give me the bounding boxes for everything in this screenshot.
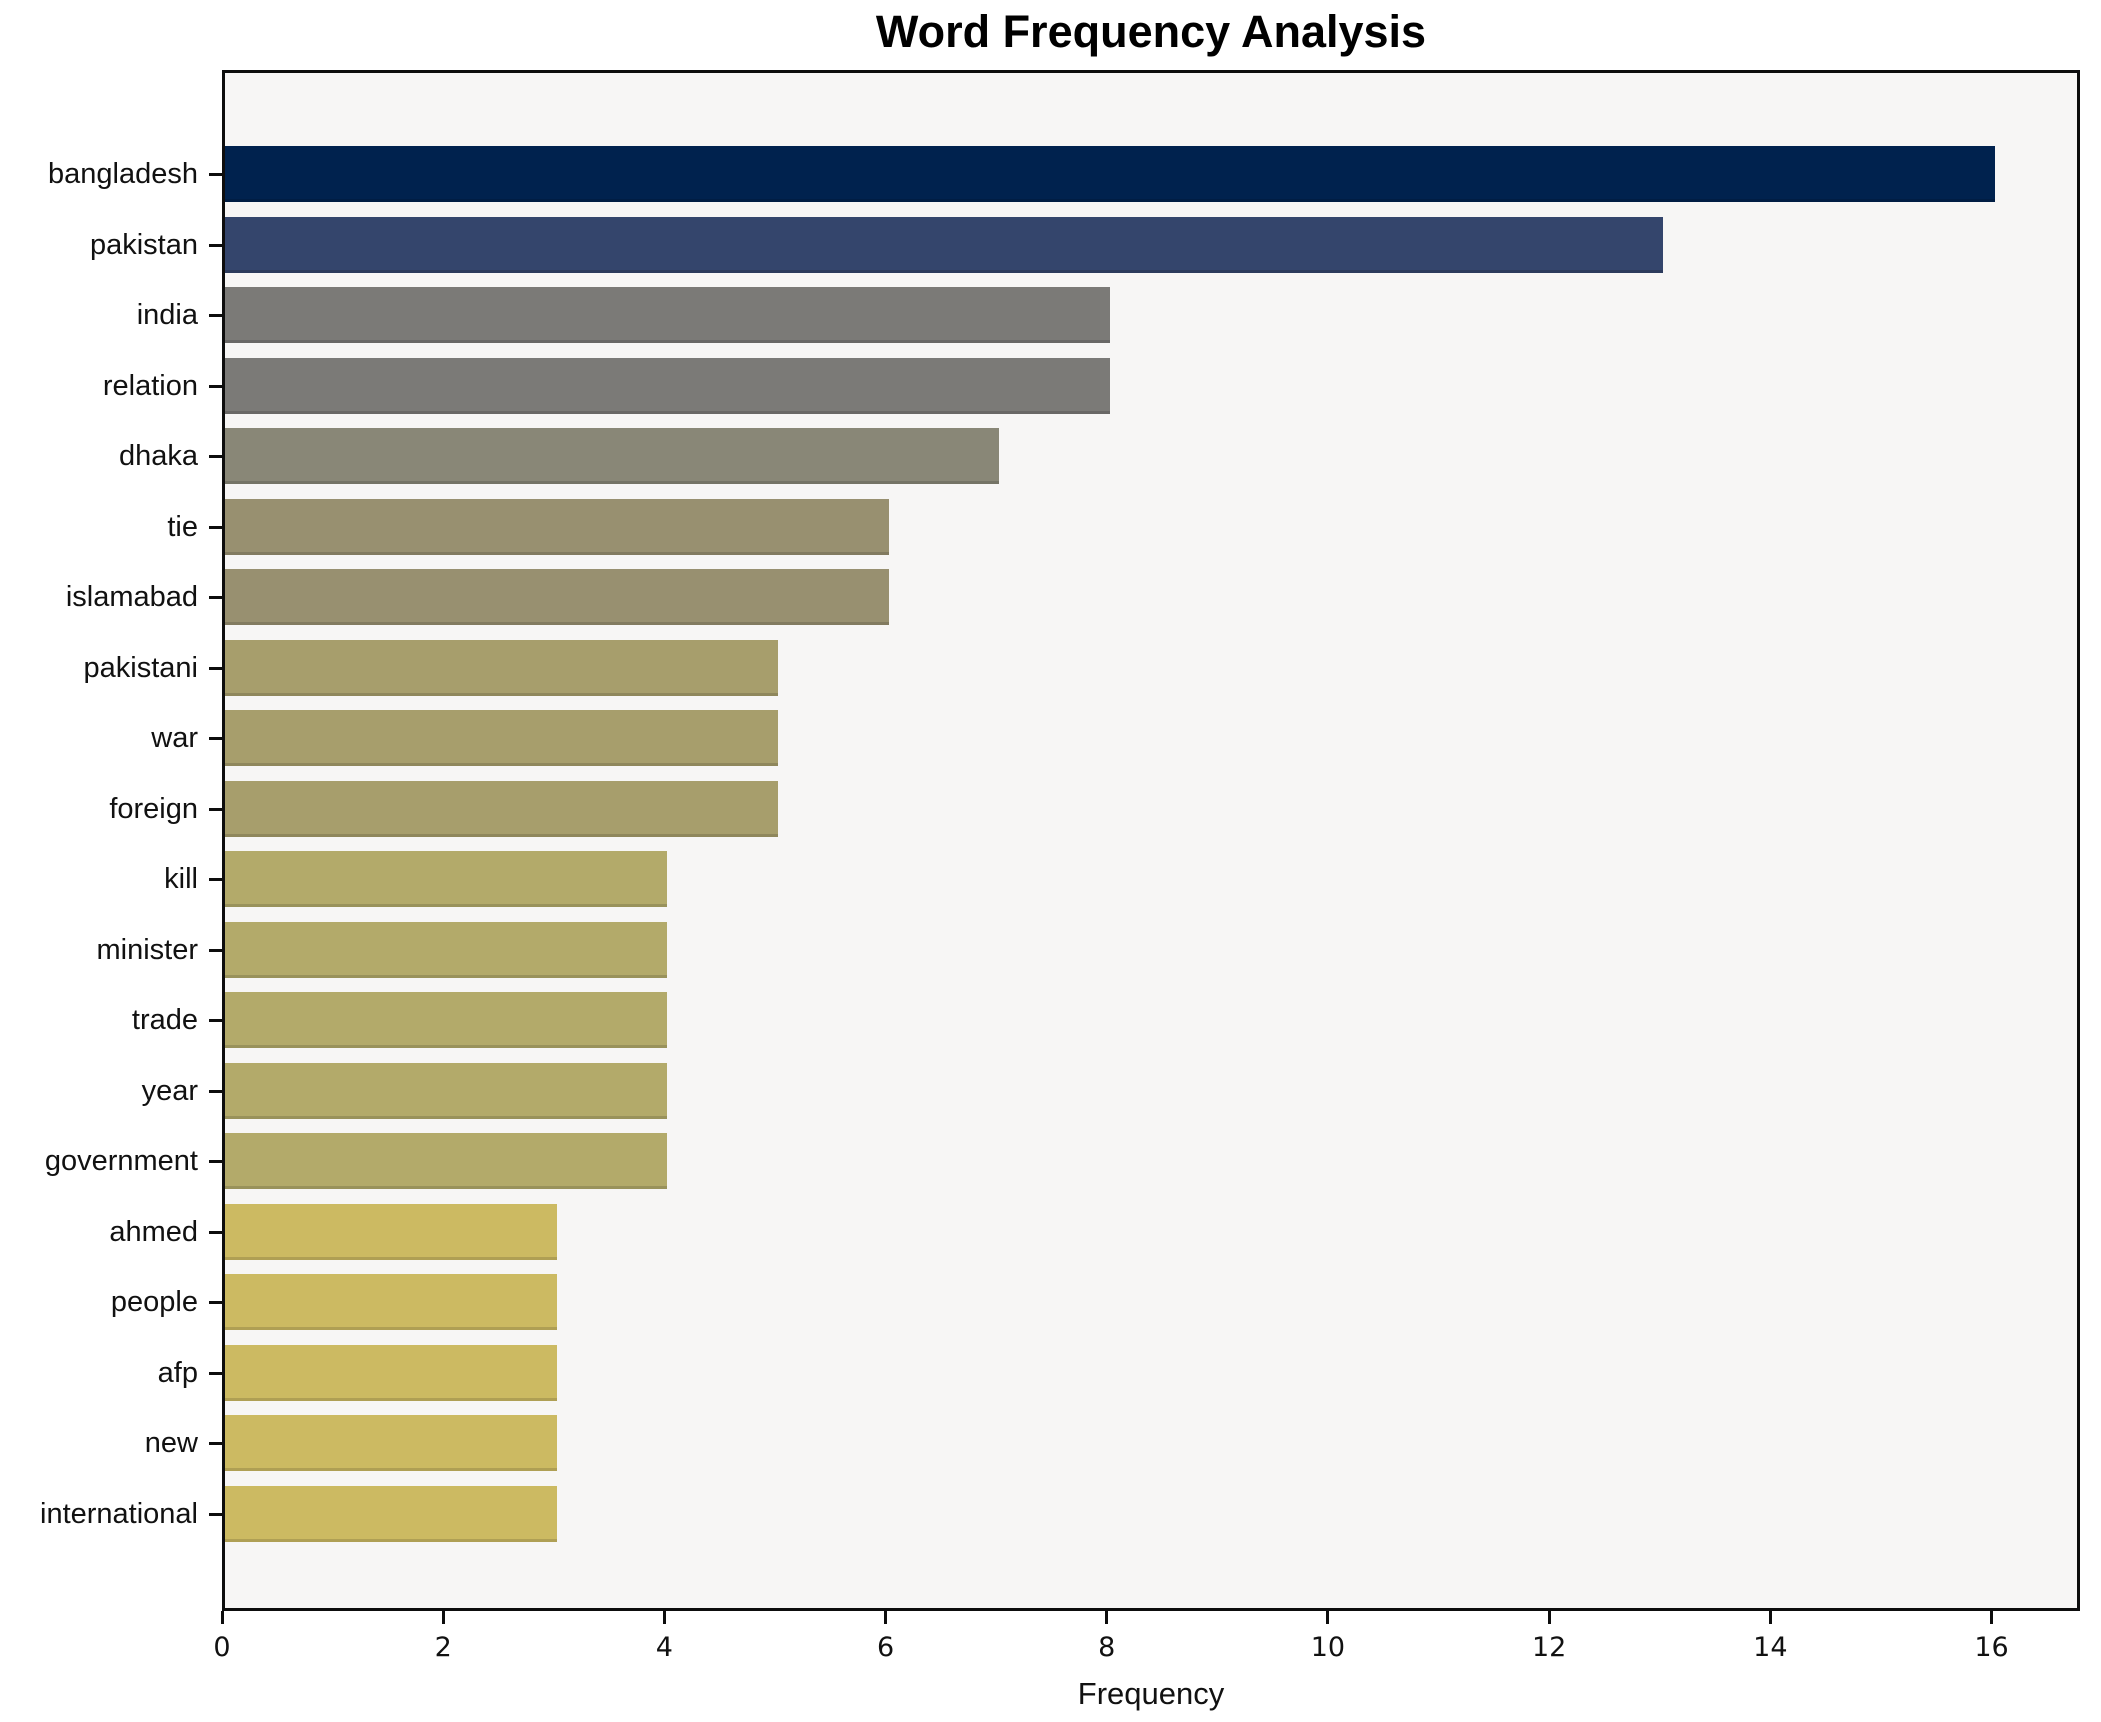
x-tick-mark — [884, 1611, 888, 1624]
y-tick-mark — [209, 737, 222, 740]
y-tick-label-war: war — [151, 722, 198, 754]
bar-afp — [225, 1344, 557, 1401]
x-tick-label-14: 14 — [1753, 1632, 1788, 1663]
y-tick-label-afp: afp — [157, 1356, 198, 1389]
bar-people — [225, 1274, 557, 1330]
bar-islamabad — [225, 569, 889, 625]
y-tick-mark — [209, 1512, 222, 1516]
y-tick-mark — [209, 243, 222, 247]
x-tick-mark — [662, 1611, 666, 1624]
y-tick-label-kill: kill — [164, 863, 198, 895]
bar-ahmed — [225, 1203, 557, 1260]
x-tick-mark — [441, 1611, 445, 1624]
bar-pakistani — [225, 639, 778, 696]
y-tick-mark — [209, 878, 222, 881]
x-tick-mark — [1990, 1611, 1994, 1624]
bar-kill — [225, 851, 668, 907]
bar-dhaka — [225, 428, 1000, 484]
bar-new — [225, 1415, 557, 1471]
bar-india — [225, 287, 1110, 343]
bar-government — [225, 1133, 668, 1189]
y-tick-mark — [209, 455, 222, 458]
chart-title: Word Frequency Analysis — [875, 6, 1427, 57]
y-tick-label-pakistan: pakistan — [89, 228, 198, 261]
y-tick-label-international: international — [40, 1497, 198, 1530]
x-tick-label-0: 0 — [213, 1632, 231, 1663]
x-tick-label-16: 16 — [1974, 1632, 2009, 1663]
bar-minister — [225, 921, 668, 978]
bar-foreign — [225, 780, 778, 837]
y-tick-label-tie: tie — [167, 510, 198, 543]
bar-bangladesh — [225, 146, 1995, 202]
bar-year — [225, 1062, 668, 1119]
y-tick-mark — [209, 1019, 222, 1022]
y-tick-label-relation: relation — [102, 369, 198, 402]
y-tick-label-government: government — [44, 1145, 198, 1177]
y-tick-mark — [209, 1160, 222, 1163]
y-tick-label-dhaka: dhaka — [118, 440, 198, 472]
x-tick-mark — [220, 1611, 224, 1624]
y-tick-label-bangladesh: bangladesh — [48, 158, 198, 190]
bar-trade — [225, 992, 668, 1048]
bar-pakistan — [225, 216, 1663, 273]
bar-war — [225, 710, 778, 766]
y-tick-label-foreign: foreign — [109, 792, 198, 825]
y-tick-label-trade: trade — [131, 1004, 198, 1036]
y-tick-mark — [209, 1230, 222, 1234]
y-tick-label-islamabad: islamabad — [65, 581, 198, 613]
x-tick-label-8: 8 — [1098, 1632, 1116, 1663]
y-tick-label-year: year — [141, 1074, 198, 1107]
x-tick-mark — [1105, 1611, 1109, 1624]
y-tick-mark — [209, 314, 222, 317]
y-tick-mark — [209, 666, 222, 670]
y-tick-mark — [209, 525, 222, 529]
y-tick-mark — [209, 948, 222, 952]
y-tick-label-people: people — [110, 1286, 198, 1318]
plot-area — [222, 70, 2080, 1611]
y-tick-mark — [209, 1301, 222, 1304]
y-tick-label-new: new — [144, 1427, 198, 1459]
y-tick-label-minister: minister — [96, 933, 198, 966]
y-tick-mark — [209, 807, 222, 811]
x-tick-mark — [1326, 1611, 1330, 1624]
bar-international — [225, 1485, 557, 1542]
x-tick-label-12: 12 — [1531, 1632, 1567, 1663]
x-tick-label-4: 4 — [655, 1632, 673, 1663]
x-tick-label-6: 6 — [876, 1632, 895, 1663]
y-tick-mark — [209, 173, 222, 176]
x-tick-label-10: 10 — [1310, 1632, 1346, 1663]
y-tick-mark — [209, 596, 222, 599]
x-tick-label-2: 2 — [434, 1632, 452, 1663]
x-axis-title: Frequency — [1077, 1676, 1225, 1711]
bar-relation — [225, 357, 1110, 414]
x-tick-mark — [1768, 1611, 1772, 1624]
y-tick-label-india: india — [136, 299, 198, 331]
bar-tie — [225, 498, 889, 555]
y-tick-label-pakistani: pakistani — [83, 651, 198, 684]
y-tick-mark — [209, 1089, 222, 1093]
y-tick-label-ahmed: ahmed — [109, 1215, 198, 1248]
y-tick-mark — [209, 1371, 222, 1375]
y-tick-mark — [209, 384, 222, 388]
x-tick-mark — [1547, 1611, 1551, 1624]
y-tick-mark — [209, 1442, 222, 1445]
